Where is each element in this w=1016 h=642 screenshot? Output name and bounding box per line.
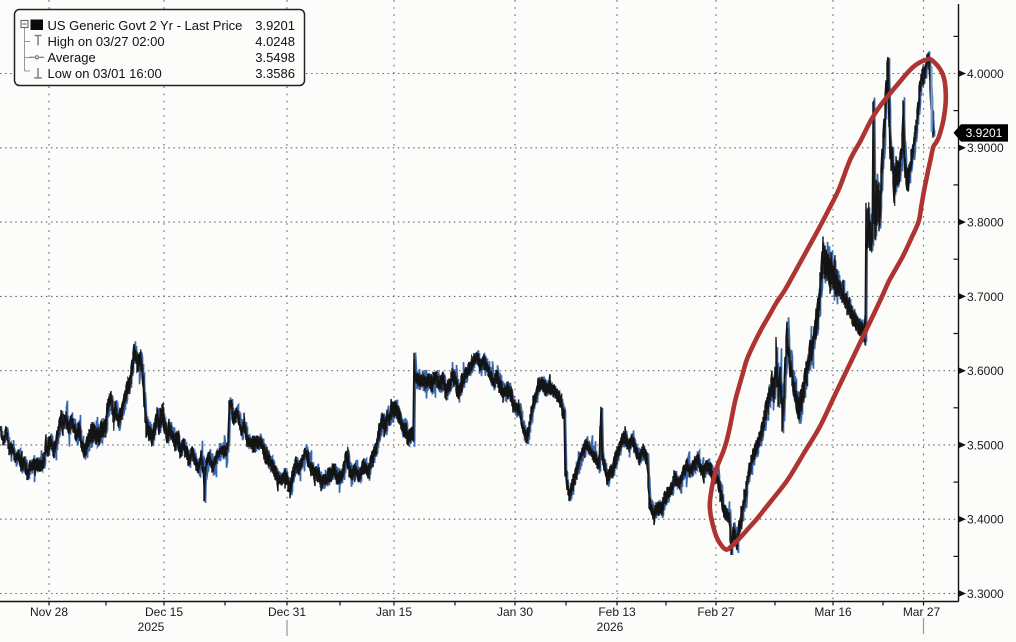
svg-text:High on 03/27 02:00: High on 03/27 02:00 (48, 34, 165, 49)
svg-text:4.0000: 4.0000 (967, 67, 1004, 81)
svg-text:3.6000: 3.6000 (967, 364, 1004, 378)
svg-text:Mar 16: Mar 16 (814, 605, 852, 619)
svg-text:Mar 27: Mar 27 (903, 605, 941, 619)
svg-text:Jan 30: Jan 30 (497, 605, 533, 619)
svg-text:3.9201: 3.9201 (966, 126, 1003, 140)
svg-text:3.3000: 3.3000 (967, 587, 1004, 601)
svg-text:3.9000: 3.9000 (967, 141, 1004, 155)
svg-text:3.3586: 3.3586 (255, 66, 295, 81)
svg-text:Feb 27: Feb 27 (697, 605, 735, 619)
svg-text:4.0248: 4.0248 (255, 34, 295, 49)
svg-text:Average: Average (48, 50, 96, 65)
svg-text:3.7000: 3.7000 (967, 290, 1004, 304)
svg-text:3.4000: 3.4000 (967, 513, 1004, 527)
svg-text:Nov 28: Nov 28 (30, 605, 68, 619)
svg-text:US Generic Govt 2 Yr - Last Pr: US Generic Govt 2 Yr - Last Price (48, 18, 243, 33)
svg-text:Jan 15: Jan 15 (376, 605, 412, 619)
svg-text:Feb 13: Feb 13 (598, 605, 636, 619)
svg-text:Low on 03/01 16:00: Low on 03/01 16:00 (48, 66, 162, 81)
svg-text:Dec 31: Dec 31 (268, 605, 306, 619)
svg-text:3.8000: 3.8000 (967, 216, 1004, 230)
svg-text:3.5498: 3.5498 (255, 50, 295, 65)
svg-text:2026: 2026 (597, 620, 624, 634)
svg-text:2025: 2025 (138, 620, 165, 634)
svg-text:Dec 15: Dec 15 (145, 605, 183, 619)
svg-text:3.5000: 3.5000 (967, 438, 1004, 452)
svg-text:3.9201: 3.9201 (255, 18, 295, 33)
